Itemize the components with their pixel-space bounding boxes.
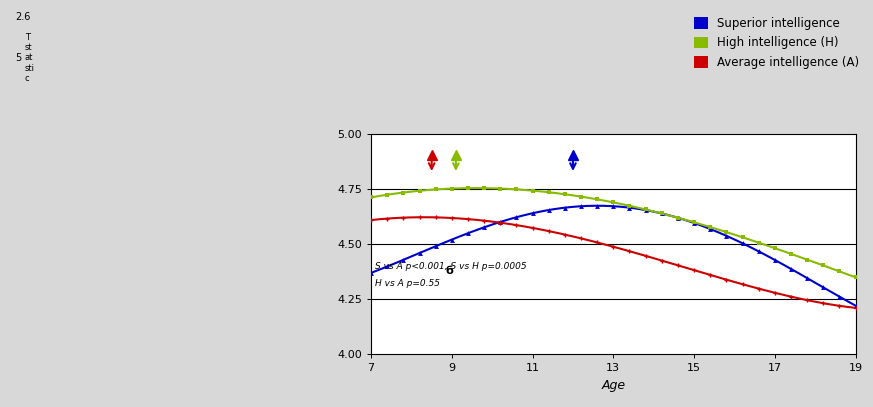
- Text: 2.6: 2.6: [16, 12, 31, 22]
- Text: S vs A p<0.001, S vs H p=0.0005: S vs A p<0.001, S vs H p=0.0005: [375, 263, 526, 271]
- Text: T
st
at
sti
c: T st at sti c: [24, 33, 35, 83]
- X-axis label: Age: Age: [601, 379, 625, 392]
- Legend: Superior intelligence, High intelligence (H), Average intelligence (A): Superior intelligence, High intelligence…: [689, 12, 864, 74]
- Text: 5: 5: [16, 53, 22, 63]
- Text: б: б: [446, 266, 454, 276]
- Text: H vs A p=0.55: H vs A p=0.55: [375, 279, 440, 288]
